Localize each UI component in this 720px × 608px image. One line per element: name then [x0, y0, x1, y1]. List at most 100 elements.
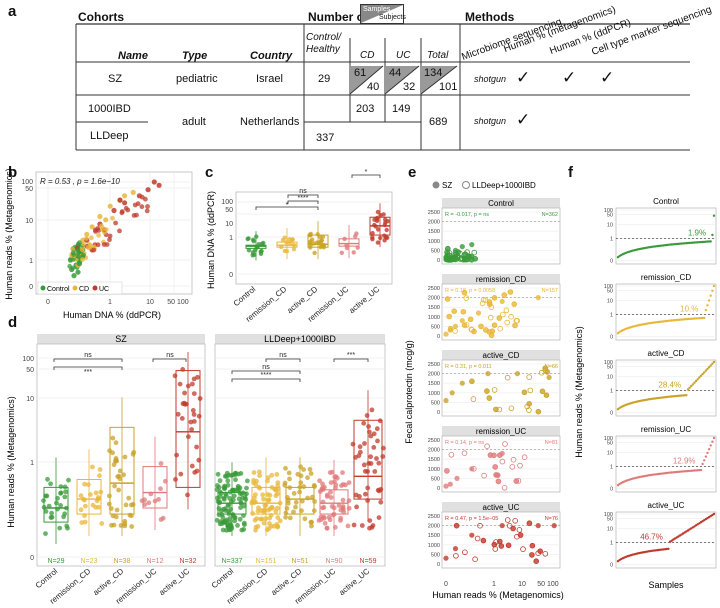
d-point	[295, 471, 301, 477]
e-legend-sz: SZ	[442, 181, 452, 190]
f-ytick: 100	[604, 360, 613, 366]
d-point	[368, 454, 373, 460]
d-point	[93, 490, 99, 496]
e-point	[496, 406, 503, 413]
d-point	[122, 454, 128, 460]
d-box-left-remission-uc	[142, 466, 168, 509]
c-point	[308, 242, 313, 248]
c-point	[373, 224, 378, 229]
d-point	[307, 466, 313, 472]
e-point	[444, 468, 450, 474]
d-point	[196, 413, 202, 419]
d-left-n-active-cd: N=38	[114, 558, 131, 565]
panel-label-e: e	[408, 164, 417, 181]
b-point	[96, 232, 101, 238]
b-point	[70, 265, 76, 271]
d-left-n-remission-cd: N=23	[81, 558, 98, 565]
d-point	[82, 497, 87, 503]
panel-d-boxplots: Human reads % (Metagenomics) 100 50 10 1…	[6, 334, 386, 606]
row-sz-seq: shotgun	[474, 74, 507, 84]
d-point	[43, 509, 49, 514]
f-point	[678, 470, 681, 473]
e-ytick: 2500	[428, 514, 440, 520]
d-point	[108, 506, 114, 511]
e-point	[472, 556, 478, 563]
f-point	[703, 519, 706, 522]
b-ytick-100: 100	[21, 179, 33, 186]
c-point	[246, 236, 251, 241]
e-facet-control: Control 0 500 1000 1500 2000 2500 R = -0.017, p…	[428, 198, 561, 265]
table-grid	[75, 23, 690, 151]
d-point	[301, 467, 306, 472]
f-point	[711, 289, 714, 292]
d-point	[302, 516, 308, 522]
d-point	[189, 427, 195, 432]
col-country-header: Country	[250, 50, 293, 62]
d-point	[265, 478, 270, 484]
e-point	[470, 396, 477, 402]
d-point	[366, 461, 372, 466]
e-facet-stat: R = 0.18, p = 0.0058	[445, 288, 495, 294]
d-point	[305, 475, 310, 481]
d-point	[376, 515, 382, 520]
row-1000ibd-type: adult	[182, 116, 206, 128]
e-point	[491, 387, 498, 393]
d-point	[267, 492, 273, 498]
d-point	[116, 487, 121, 493]
e-point	[452, 323, 459, 329]
f-point	[690, 384, 693, 388]
d-point	[338, 518, 343, 523]
c-xtick-active-uc: active_UC	[347, 284, 381, 315]
e-ytick: 500	[431, 400, 440, 406]
row-lldeep-name: LLDeep	[90, 130, 129, 142]
d-point	[221, 485, 227, 490]
b-xtick-1: 1	[108, 299, 112, 306]
e-point	[505, 542, 512, 549]
e-point	[484, 388, 490, 394]
f-point	[703, 459, 706, 462]
e-point	[497, 538, 503, 545]
d-point	[113, 514, 119, 520]
e-ytick: 2000	[428, 524, 440, 530]
d-point	[362, 468, 368, 474]
e-ytick: 0	[437, 410, 440, 416]
d-point	[253, 492, 258, 497]
d-point	[252, 517, 258, 523]
d-right-n-remission-cd: N=151	[256, 558, 277, 565]
f-point	[699, 374, 703, 377]
c-ytick-0: 0	[229, 272, 233, 279]
e-point	[475, 310, 482, 316]
b-point	[80, 257, 85, 262]
e-point	[504, 374, 511, 381]
d-point	[223, 518, 228, 524]
d-point	[88, 492, 93, 497]
d-point	[253, 524, 259, 530]
b-ylabel: Human reads % (Metagenomics)	[4, 168, 14, 300]
c-sig-star-a: *	[286, 202, 289, 209]
f-point	[707, 448, 711, 451]
e-facet-title: remission_UC	[476, 427, 526, 436]
e-point	[459, 318, 465, 324]
e-xtick-10: 10	[518, 581, 526, 588]
d-point	[46, 503, 52, 509]
e-point	[503, 307, 510, 314]
d-point	[82, 481, 87, 487]
d-point	[350, 441, 356, 447]
e-point	[444, 249, 450, 255]
b-annotation: R = 0.53 , p = 1.6e−10	[40, 177, 120, 186]
e-ytick: 1500	[428, 533, 440, 539]
d-point	[283, 465, 288, 471]
f-ytick: 10	[607, 222, 613, 228]
e-point	[513, 478, 520, 484]
f-point	[667, 547, 670, 550]
d-point	[328, 480, 334, 485]
d-point	[173, 477, 178, 482]
c-point	[316, 240, 322, 245]
d-point	[242, 522, 247, 528]
e-point	[529, 542, 536, 549]
b-point	[139, 194, 145, 200]
d-point	[322, 520, 328, 526]
panel-label-f: f	[568, 164, 573, 181]
e-point	[504, 319, 510, 326]
f-facet-title: active_CD	[648, 349, 685, 358]
